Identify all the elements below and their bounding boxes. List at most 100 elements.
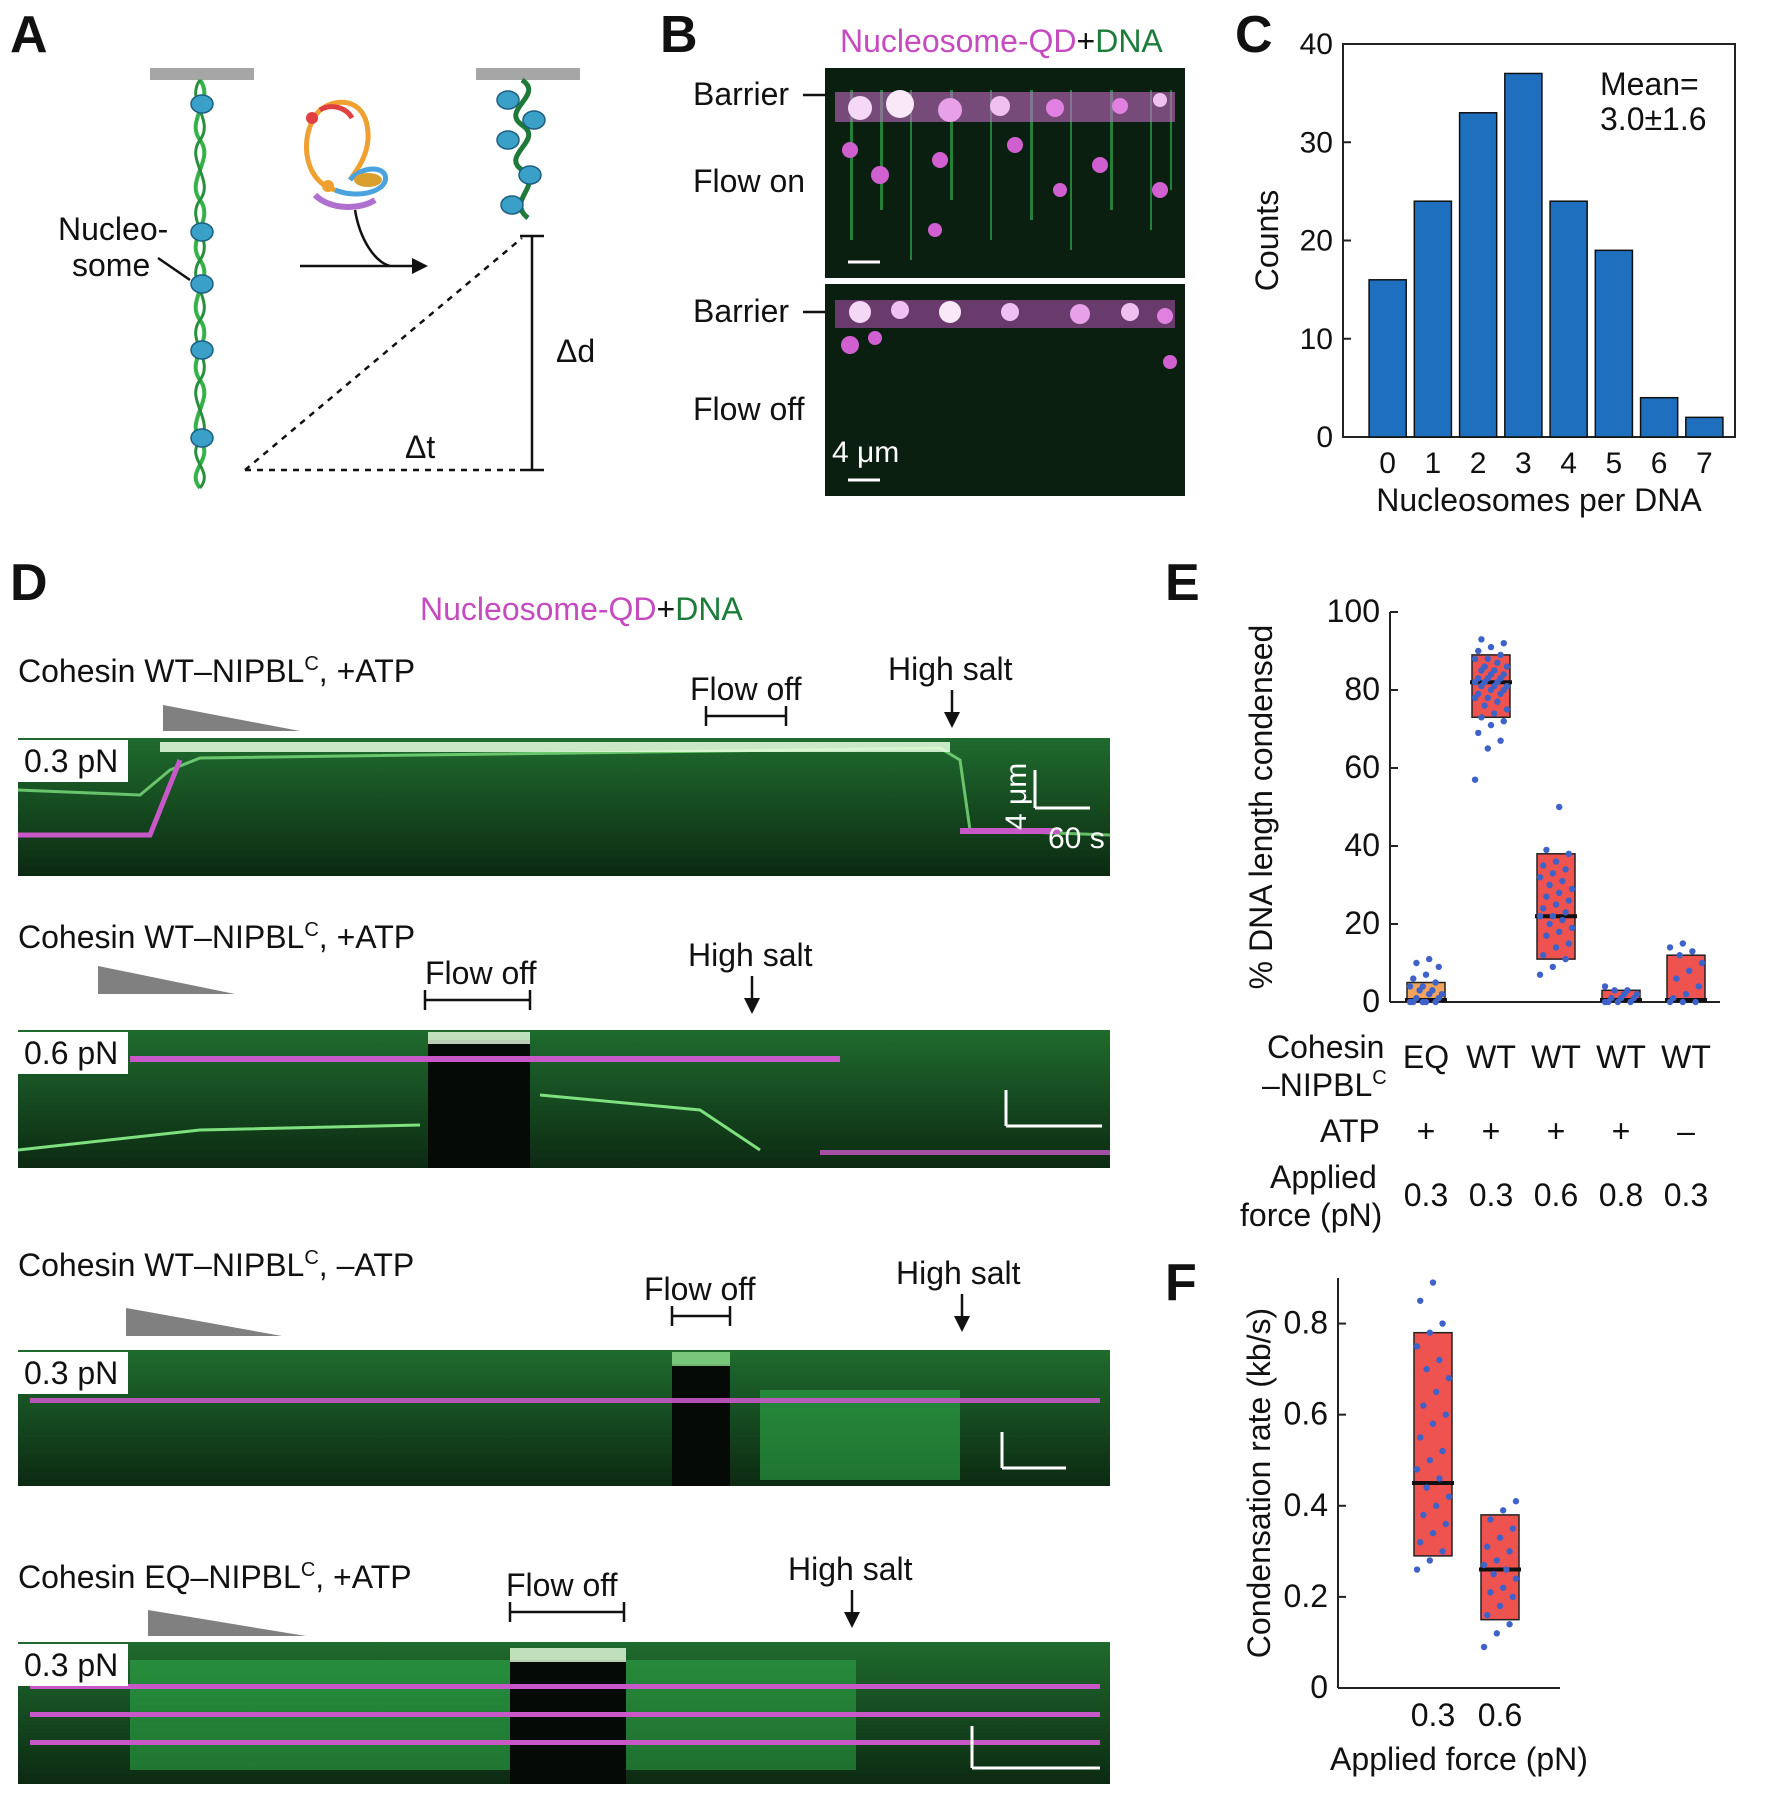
atp-value: – xyxy=(1677,1113,1695,1149)
data-point xyxy=(1423,1365,1430,1373)
data-point xyxy=(1555,928,1563,935)
nucleosome-icon xyxy=(190,222,214,242)
data-point xyxy=(1417,1539,1424,1546)
data-point xyxy=(1549,913,1557,920)
data-point xyxy=(1419,983,1427,990)
force-value: 0.6 xyxy=(1534,1177,1578,1213)
nucleosome-icon xyxy=(500,195,524,215)
data-point xyxy=(1500,640,1507,647)
data-point xyxy=(1543,893,1550,900)
force-label-box-4 xyxy=(18,1644,128,1686)
atp-value: + xyxy=(1417,1113,1436,1149)
force-value: 0.3 xyxy=(1664,1177,1708,1213)
panel-e: E 0 20 40 60 80 100 % DNA length condensed Coh… xyxy=(1165,554,1720,1233)
y-tick-label: 80 xyxy=(1344,671,1380,707)
mean-label-2: 3.0±1.6 xyxy=(1600,101,1707,137)
kymo-1-scale-x-label: 60 s xyxy=(1048,822,1105,855)
kymograph-1: Cohesin WT–NIPBLC, +ATP Flow off High sa… xyxy=(17,651,1111,876)
y-tick-label: 40 xyxy=(1344,827,1380,863)
bar xyxy=(1594,249,1634,438)
data-point xyxy=(1487,1589,1494,1596)
row-cohesin-label-1: Cohesin xyxy=(1267,1029,1384,1065)
kymo-4-high-salt: High salt xyxy=(788,1551,913,1587)
data-point xyxy=(1436,1475,1443,1482)
data-point xyxy=(1546,920,1553,928)
nucleosome-icons-short xyxy=(496,90,546,215)
data-point xyxy=(1426,1457,1434,1464)
data-point xyxy=(1475,690,1482,698)
data-point xyxy=(1608,994,1615,1002)
data-point xyxy=(1438,991,1446,998)
data-point xyxy=(1568,885,1576,893)
dna-strand-short xyxy=(513,77,532,220)
panel-d-title-magenta: Nucleosome-QD xyxy=(420,591,657,627)
data-point xyxy=(1487,643,1495,651)
condensed-length-chart: 0 20 40 60 80 100 % DNA length condensed xyxy=(1243,593,1720,1019)
flow-on-barrier-spots xyxy=(835,90,1175,237)
data-point xyxy=(1506,1621,1513,1628)
data-point xyxy=(1624,987,1631,994)
data-point xyxy=(1565,940,1572,947)
data-point xyxy=(1413,1566,1421,1573)
kymo-2-image xyxy=(18,1030,1110,1168)
cohesin-value: WT xyxy=(1466,1039,1516,1075)
panel-b-title-plus: + xyxy=(1077,23,1096,59)
data-point xyxy=(1679,940,1687,947)
x-tick-label: 5 xyxy=(1606,447,1623,480)
nucleosome-icons-long xyxy=(190,94,214,448)
concentration-wedge-1 xyxy=(163,705,300,731)
data-point xyxy=(1487,721,1495,729)
y-tick-label: 20 xyxy=(1344,905,1380,941)
data-point xyxy=(1506,1548,1513,1555)
nucleosome-icon xyxy=(496,90,520,110)
x-tick-label: 4 xyxy=(1560,447,1577,480)
x-tick-label: 1 xyxy=(1425,447,1442,480)
force-value: 0.3 xyxy=(1404,1177,1448,1213)
data-point xyxy=(1439,1320,1446,1327)
force-label-box-3 xyxy=(18,1352,128,1394)
y-tick-label: 30 xyxy=(1300,126,1333,159)
bar xyxy=(1549,200,1588,438)
data-point xyxy=(1536,874,1544,881)
surface-bar-left xyxy=(150,68,254,80)
nucleosome-icon xyxy=(190,94,214,114)
nucleosome-label-1: Nucleo- xyxy=(58,211,168,247)
flow-on-label: Flow on xyxy=(693,163,805,199)
data-point xyxy=(1481,702,1488,709)
force-value: 0.8 xyxy=(1599,1177,1643,1213)
x-axis-label: Nucleosomes per DNA xyxy=(1376,482,1702,518)
data-point xyxy=(1611,987,1618,994)
kymograph-3: Cohesin WT–NIPBLC, –ATP Flow off High sa… xyxy=(18,1247,1110,1486)
surface-bar-right xyxy=(476,68,580,80)
data-point xyxy=(1432,1502,1440,1509)
data-point xyxy=(1562,909,1569,916)
data-point xyxy=(1692,998,1699,1006)
flow-off-label: Flow off xyxy=(693,391,805,427)
data-point xyxy=(1475,675,1482,682)
data-point xyxy=(1471,655,1479,662)
y-axis-label: Condensation rate (kb/s) xyxy=(1241,1308,1277,1658)
data-point xyxy=(1484,1611,1491,1619)
data-point xyxy=(1555,803,1563,811)
nucleosome-icon xyxy=(522,110,546,130)
data-point xyxy=(1442,1520,1449,1528)
row-cohesin-label-2: –NIPBLC xyxy=(1262,1067,1387,1103)
data-point xyxy=(1499,1507,1507,1514)
concentration-wedge-4 xyxy=(148,1610,306,1636)
data-point xyxy=(1496,1534,1504,1541)
data-point xyxy=(1435,963,1442,971)
data-point xyxy=(1503,682,1511,690)
data-point xyxy=(1439,1548,1446,1555)
data-point xyxy=(1552,944,1560,951)
panel-label-c: C xyxy=(1235,6,1273,64)
x-tick-label: 7 xyxy=(1696,447,1713,480)
bar xyxy=(1413,200,1453,438)
kymo-1-force: 0.3 pN xyxy=(24,743,118,779)
data-point xyxy=(1480,1561,1488,1569)
atp-value: + xyxy=(1482,1113,1501,1149)
data-point xyxy=(1439,1447,1446,1455)
kymograph-2: Cohesin WT–NIPBLC, +ATP Flow off High sa… xyxy=(17,919,1110,1168)
